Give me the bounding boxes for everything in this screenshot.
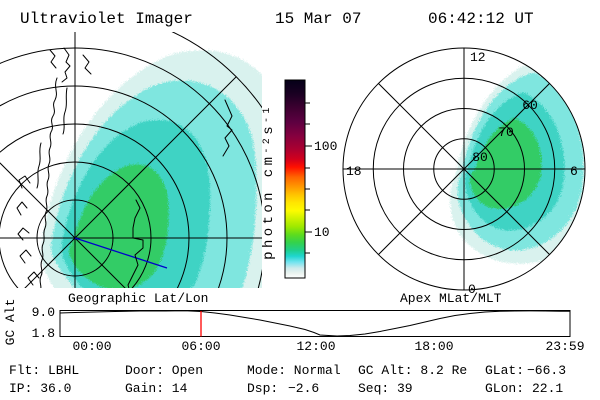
svg-text:22.1: 22.1 (532, 381, 563, 396)
svg-text:Door: Open: Door: Open (125, 363, 203, 378)
svg-text:10: 10 (314, 225, 330, 240)
svg-text:GLat:: GLat: (485, 363, 524, 378)
svg-text:1.8: 1.8 (32, 326, 55, 341)
svg-text:Seq: 39: Seq: 39 (358, 381, 413, 396)
svg-text:Mode: Normal: Mode: Normal (247, 363, 341, 378)
svg-text:Flt: LBHL: Flt: LBHL (9, 363, 79, 378)
svg-text:12: 12 (470, 50, 486, 65)
svg-text:Apex MLat/MLT: Apex MLat/MLT (400, 291, 502, 306)
svg-text:Dsp:: Dsp: (247, 381, 278, 396)
svg-text:06:00: 06:00 (181, 339, 220, 354)
svg-text:60: 60 (522, 98, 538, 113)
svg-text:photon cm-2s-1: photon cm-2s-1 (261, 104, 277, 260)
svg-text:9.0: 9.0 (32, 305, 55, 320)
svg-text:IP: 36.0: IP: 36.0 (9, 381, 71, 396)
svg-text:12:00: 12:00 (296, 339, 335, 354)
svg-text:70: 70 (498, 125, 514, 140)
svg-text:GLon:: GLon: (485, 381, 524, 396)
svg-text:23:59: 23:59 (545, 339, 584, 354)
svg-text:GC Alt: 8.2 Re: GC Alt: 8.2 Re (358, 363, 467, 378)
svg-text:−2.6: −2.6 (288, 381, 319, 396)
svg-text:00:00: 00:00 (72, 339, 111, 354)
svg-text:Gain: 14: Gain: 14 (125, 381, 188, 396)
svg-text:18:00: 18:00 (414, 339, 453, 354)
svg-text:18: 18 (346, 164, 362, 179)
svg-text:80: 80 (472, 150, 488, 165)
svg-text:06:42:12 UT: 06:42:12 UT (428, 10, 534, 28)
svg-text:−66.3: −66.3 (527, 363, 566, 378)
svg-text:GC Alt: GC Alt (3, 299, 18, 346)
svg-text:15 Mar 07: 15 Mar 07 (275, 10, 361, 28)
svg-text:Ultraviolet Imager: Ultraviolet Imager (20, 10, 193, 28)
svg-text:Geographic Lat/Lon: Geographic Lat/Lon (68, 291, 208, 306)
svg-text:100: 100 (314, 139, 337, 154)
svg-text:6: 6 (570, 164, 578, 179)
